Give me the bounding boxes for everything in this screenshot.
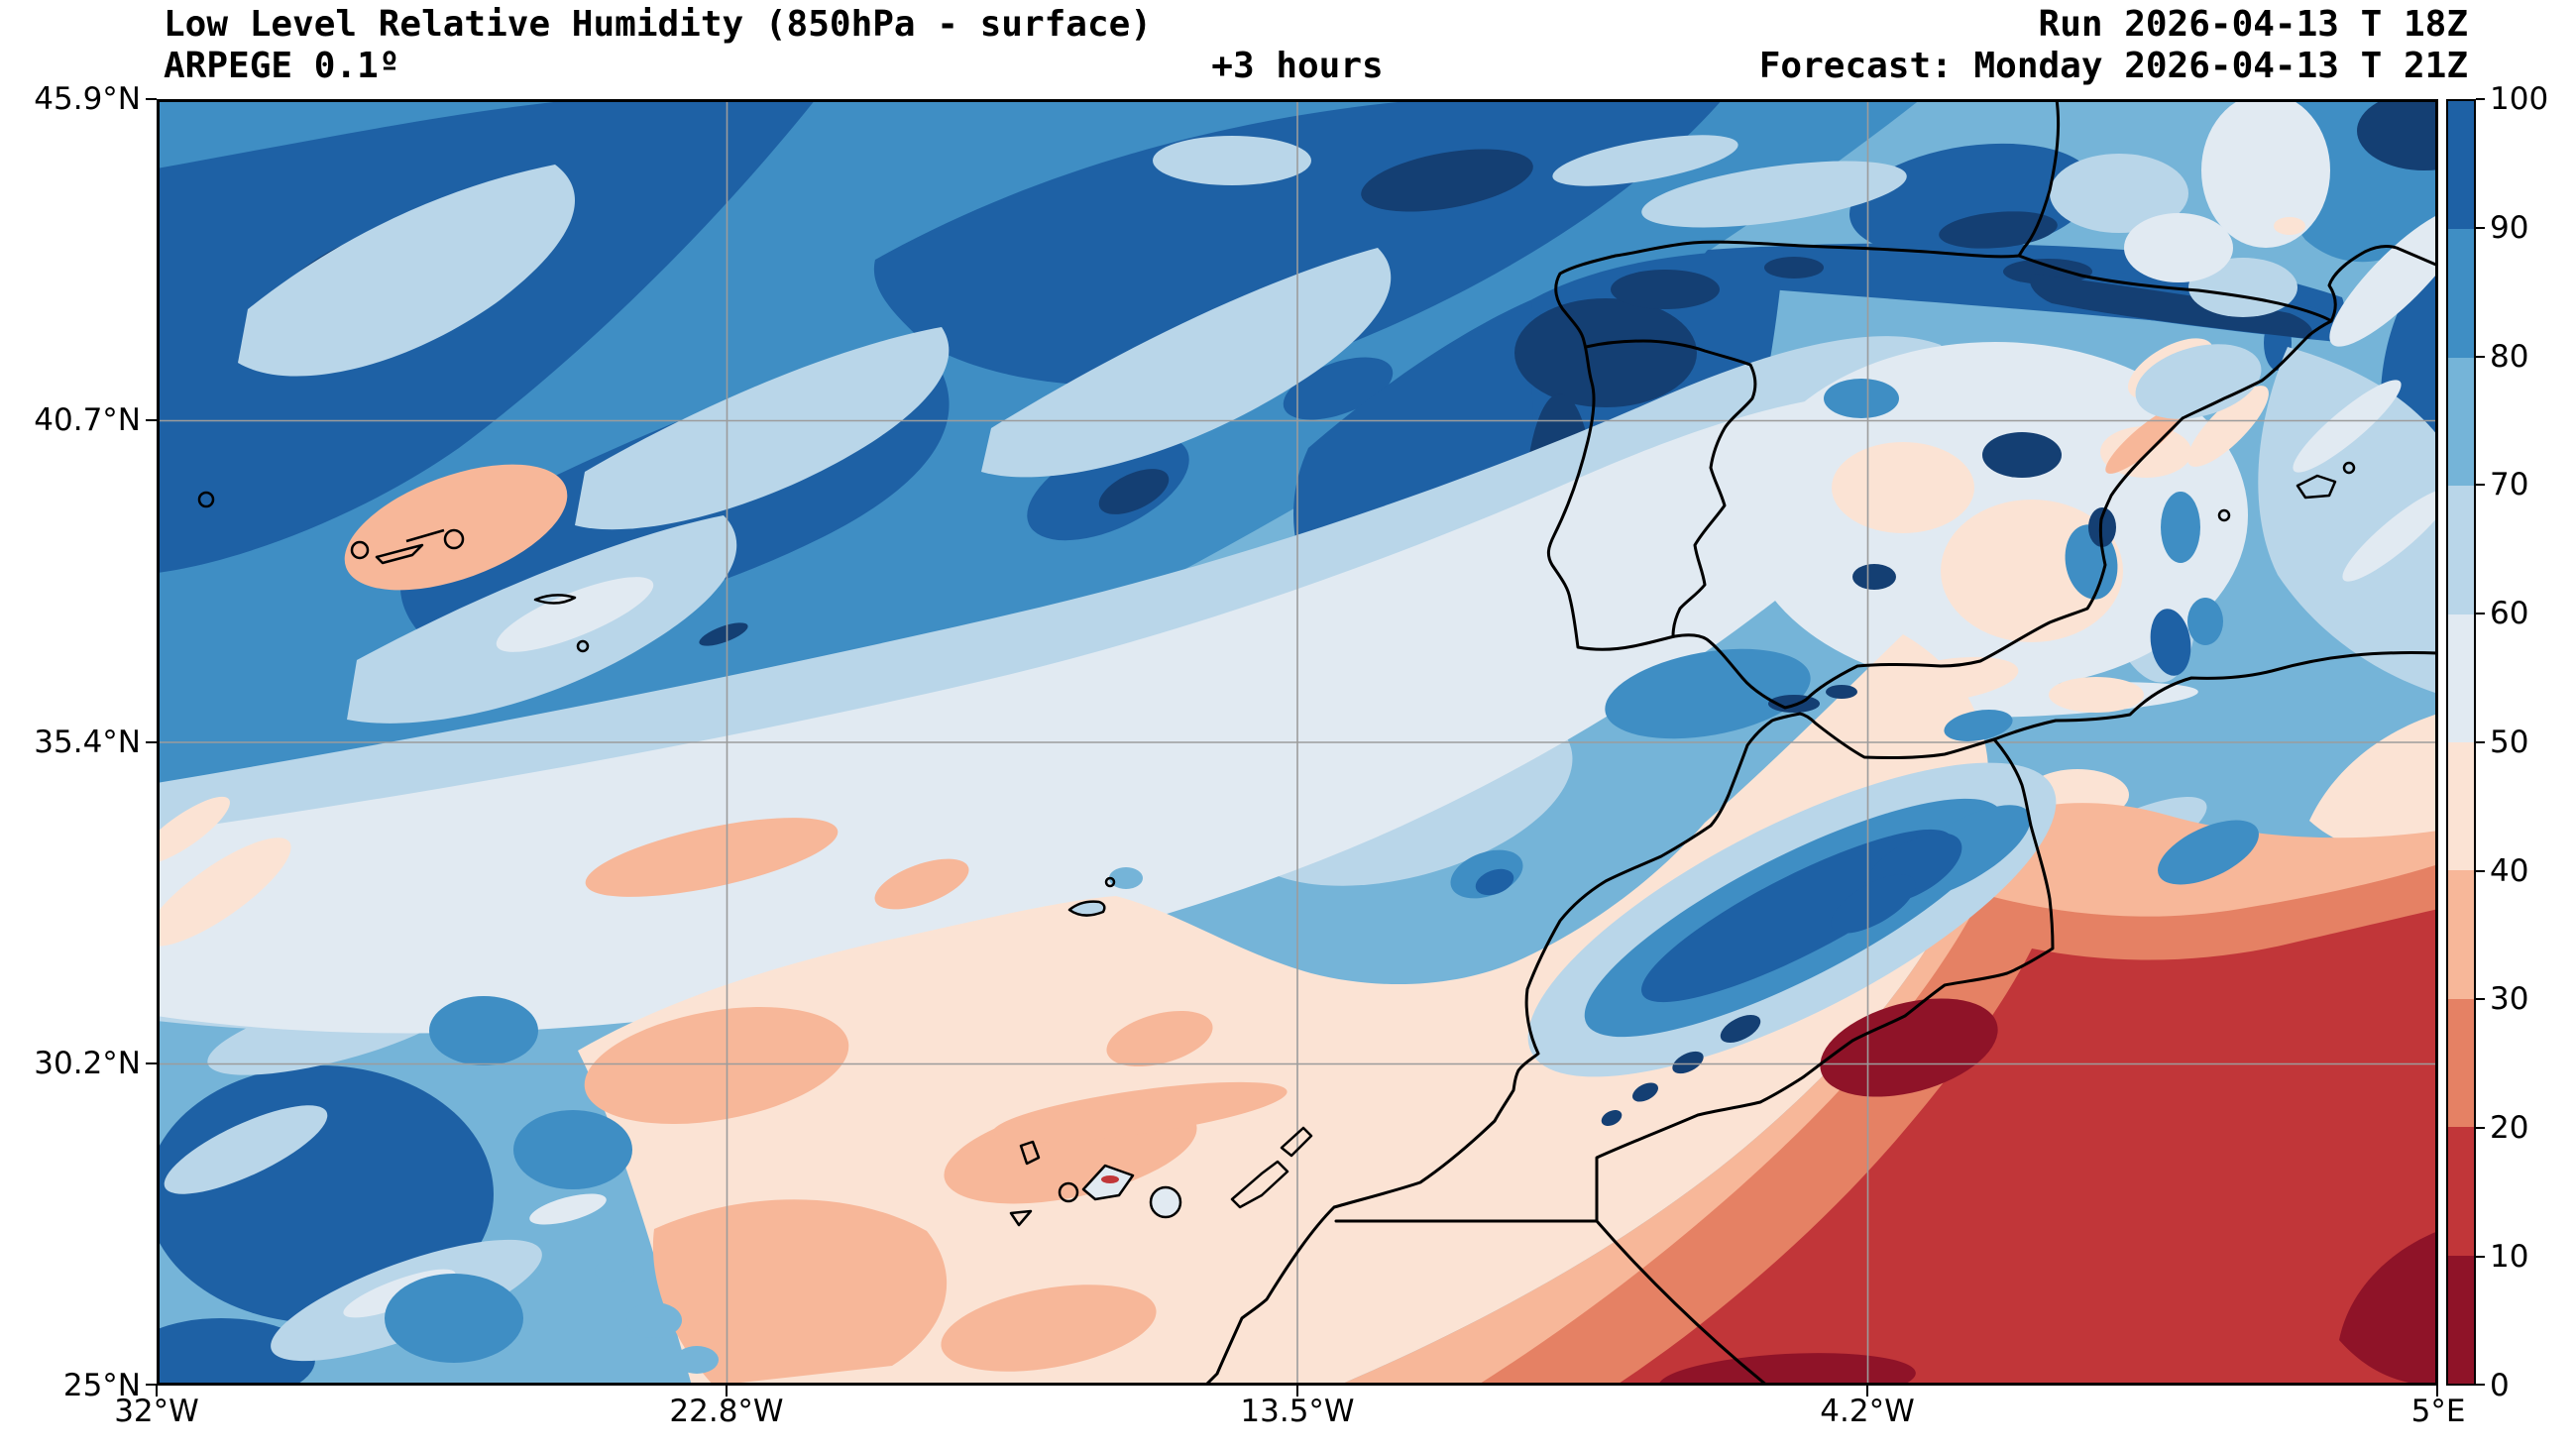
colorbar <box>2446 99 2476 1386</box>
x-axis-label: 13.5°W <box>1240 1394 1355 1429</box>
colorbar-tick <box>2476 613 2485 614</box>
colorbar-tick <box>2476 98 2485 100</box>
colorbar-segment <box>2448 614 2474 743</box>
y-tick-mark <box>146 1384 157 1386</box>
colorbar-label: 20 <box>2490 1110 2529 1146</box>
map-frame <box>157 99 2438 1386</box>
colorbar-tick <box>2476 1384 2485 1386</box>
y-axis-label: 35.4°N <box>34 725 141 760</box>
africa-coastline <box>1203 651 2438 1386</box>
colorbar-label: 0 <box>2490 1368 2510 1403</box>
colorbar-label: 40 <box>2490 853 2529 889</box>
colorbar-segment <box>2448 229 2474 358</box>
colorbar-label: 100 <box>2490 81 2549 117</box>
colorbar-segment <box>2448 998 2474 1128</box>
colorbar-tick <box>2476 1256 2485 1258</box>
colorbar-tick <box>2476 484 2485 486</box>
forecast-label: Forecast: Monday 2026-04-13 T 21Z <box>1758 46 2468 86</box>
colorbar-segment <box>2448 742 2474 871</box>
lead-time-label: +3 hours <box>1211 46 1384 86</box>
y-tick-mark <box>146 741 157 743</box>
colorbar-label: 10 <box>2490 1239 2529 1275</box>
x-tick-mark <box>2436 1386 2438 1396</box>
colorbar-label: 30 <box>2490 981 2529 1017</box>
colorbar-label: 90 <box>2490 210 2529 246</box>
map-canvas <box>157 99 2438 1386</box>
colorbar-label: 60 <box>2490 596 2529 631</box>
y-axis-label: 40.7°N <box>34 402 141 438</box>
gridlines <box>157 99 2438 1386</box>
colorbar-segment <box>2448 1255 2474 1385</box>
x-tick-mark <box>1296 1386 1298 1396</box>
model-label: ARPEGE 0.1º <box>164 46 400 86</box>
x-tick-mark <box>1866 1386 1868 1396</box>
y-axis-label: 45.9°N <box>34 81 141 117</box>
x-tick-mark <box>726 1386 728 1396</box>
colorbar-segment <box>2448 1127 2474 1256</box>
colorbar-segment <box>2448 357 2474 487</box>
colorbar-tick <box>2476 227 2485 229</box>
colorbar-tick <box>2476 998 2485 1000</box>
pyrenees-border <box>2017 254 2333 323</box>
europe-coastline <box>1546 99 2438 710</box>
y-axis-label: 30.2°N <box>34 1046 141 1081</box>
y-tick-mark <box>146 98 157 100</box>
y-tick-mark <box>146 1062 157 1064</box>
colorbar-segment <box>2448 870 2474 999</box>
sahara-border <box>1595 1219 1769 1386</box>
x-axis-label: 32°W <box>114 1394 199 1429</box>
colorbar-tick <box>2476 870 2485 872</box>
colorbar-label: 70 <box>2490 467 2529 503</box>
x-axis-label: 5°E <box>2410 1394 2466 1429</box>
x-axis-label: 4.2°W <box>1820 1394 1915 1429</box>
colorbar-tick <box>2476 356 2485 358</box>
y-axis-label: 25°N <box>62 1368 141 1403</box>
country-borders <box>1334 254 2333 1386</box>
colorbar-tick <box>2476 1127 2485 1129</box>
colorbar-segment <box>2448 486 2474 614</box>
colorbar-label: 50 <box>2490 725 2529 760</box>
page-title: Low Level Relative Humidity (850hPa - su… <box>164 4 1152 45</box>
coastlines <box>1203 99 2438 1386</box>
colorbar-tick <box>2476 741 2485 743</box>
colorbar-segment <box>2448 101 2474 230</box>
morocco-algeria-border <box>1334 737 2055 1223</box>
y-tick-mark <box>146 419 157 421</box>
islands <box>197 461 2356 1227</box>
colorbar-label: 80 <box>2490 339 2529 375</box>
x-tick-mark <box>156 1386 158 1396</box>
x-axis-label: 22.8°W <box>669 1394 784 1429</box>
run-label: Run 2026-04-13 T 18Z <box>2038 4 2468 45</box>
portugal-spain-border <box>1584 339 1757 638</box>
